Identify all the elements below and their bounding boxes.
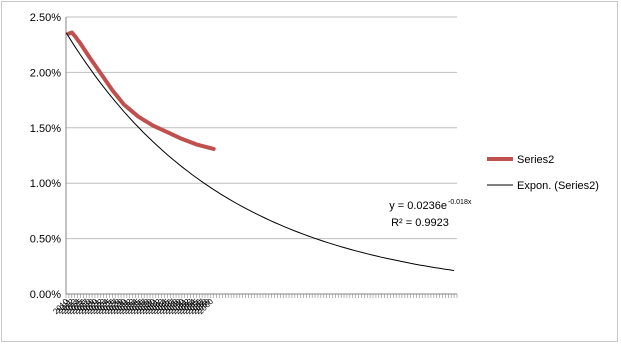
legend: Series2 Expon. (Series2) [487,154,599,192]
exponential-trendline [65,32,455,272]
gridlines [66,16,457,295]
equation-r-squared: R² = 0.9923 [391,217,449,229]
y-tick-label: 1.50% [30,123,61,135]
series-layer [65,30,455,272]
x-axis [65,17,458,298]
legend-label-series2: Series2 [517,154,554,166]
y-tick-label: 2.00% [30,67,61,79]
equation-exponent: -0.018x [448,199,472,206]
trendline-equation: y = 0.0236e -0.018x R² = 0.9923 [389,199,472,229]
x-axis-tick-labels: 2010201120122013201420152016201720182019… [51,297,215,316]
equation-base: y = 0.0236e [389,200,447,212]
y-tick-label: 1.00% [30,178,61,190]
y-axis-tick-labels: 0.00% 0.50% 1.00% 1.50% 2.00% 2.50% [30,12,61,301]
y-tick-label: 2.50% [30,12,61,24]
legend-label-trendline: Expon. (Series2) [517,180,599,192]
series2-line [66,30,216,151]
y-tick-label: 0.50% [30,234,61,246]
y-tick-label: 0.00% [30,289,61,301]
